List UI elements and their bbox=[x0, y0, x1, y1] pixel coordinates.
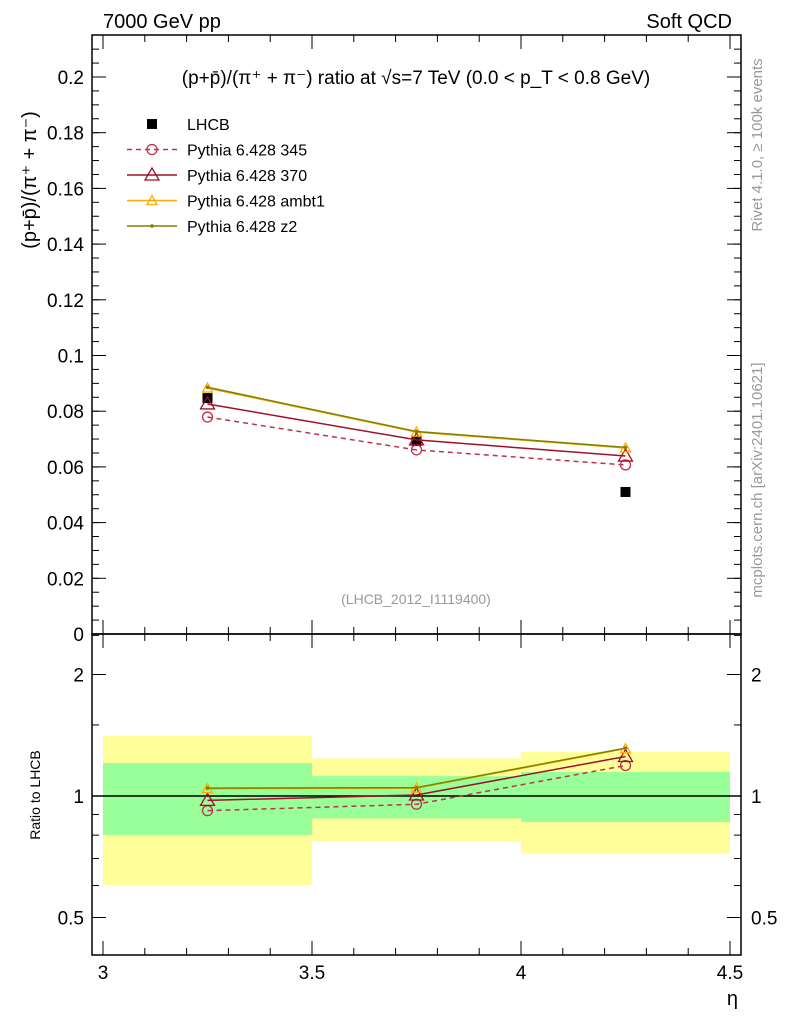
chart-title: (p+p̄)/(π⁺ + π⁻) ratio at √s=7 TeV (0.0 … bbox=[182, 68, 650, 89]
ratio-line-pythia-6-428-345 bbox=[207, 764, 626, 812]
data-point-pythia-6-428-370 bbox=[199, 395, 216, 410]
y-tick-label: 0.1 bbox=[58, 347, 84, 368]
x-tick-label: 3 bbox=[98, 963, 109, 984]
ratio-tick-label: 1 bbox=[73, 787, 84, 808]
legend-marker-pythia-6-428-345 bbox=[146, 143, 158, 156]
series-line-pythia-6-428-370 bbox=[207, 403, 626, 457]
data-point-pythia-6-428-345 bbox=[619, 459, 632, 471]
ratio-point-pythia-6-428-345 bbox=[410, 798, 423, 810]
x-axis-label: η bbox=[727, 988, 738, 1010]
legend-marker-pythia-6-428-ambt1 bbox=[145, 194, 159, 206]
ratio-tick-label-right: 1 bbox=[751, 787, 762, 808]
x-tick-label: 3.5 bbox=[299, 963, 325, 984]
y-tick-label: 0.06 bbox=[47, 458, 84, 479]
legend-label-lhcb: LHCB bbox=[187, 117, 230, 134]
data-point-pythia-6-428-z2 bbox=[623, 445, 628, 450]
ratio-point-pythia-6-428-345 bbox=[619, 759, 632, 772]
y-tick-label: 0.2 bbox=[58, 68, 84, 89]
header-left: 7000 GeV pp bbox=[103, 11, 221, 33]
data-point-lhcb bbox=[620, 486, 631, 497]
rivet-label: Rivet 4.1.0, ≥ 100k events bbox=[749, 58, 766, 231]
y-tick-label: 0.14 bbox=[47, 235, 84, 256]
legend-marker-pythia-6-428-370 bbox=[143, 166, 161, 181]
data-point-pythia-6-428-z2 bbox=[205, 385, 210, 390]
ratio-tick-label: 0.5 bbox=[58, 909, 84, 930]
data-point-pythia-6-428-370 bbox=[617, 447, 634, 462]
mcplots-label: mcplots.cern.ch [arXiv:2401.10621] bbox=[749, 362, 766, 597]
x-tick-label: 4 bbox=[516, 963, 527, 984]
y-tick-label: 0.02 bbox=[47, 569, 84, 590]
ratio-line-pythia-6-428-370 bbox=[207, 755, 626, 802]
y-axis-label: (p+p̄)/(π⁺ + π⁻) bbox=[19, 111, 41, 249]
ratio-point-pythia-6-428-370 bbox=[199, 792, 216, 807]
header-right: Soft QCD bbox=[646, 11, 732, 33]
data-point-pythia-6-428-z2 bbox=[414, 429, 419, 434]
ratio-point-pythia-6-428-370 bbox=[617, 748, 634, 763]
legend-label-pythia-6-428-z2: Pythia 6.428 z2 bbox=[187, 219, 297, 236]
legend-marker-pythia-6-428-z2 bbox=[150, 224, 154, 228]
ratio-point-pythia-6-428-370 bbox=[408, 786, 425, 801]
series-line-pythia-6-428-345 bbox=[207, 416, 626, 466]
ratio-point-pythia-6-428-z2 bbox=[623, 746, 628, 750]
ratio-tick-label-right: 0.5 bbox=[751, 909, 777, 930]
ratio-y-label: Ratio to LHCB bbox=[27, 750, 43, 839]
y-tick-label: 0.18 bbox=[47, 124, 84, 145]
ratio-point-pythia-6-428-z2 bbox=[414, 785, 419, 790]
data-point-pythia-6-428-345 bbox=[201, 411, 214, 423]
ratio-tick-label: 2 bbox=[73, 666, 84, 687]
data-point-pythia-6-428-370 bbox=[408, 431, 425, 446]
legend-label-pythia-6-428-345: Pythia 6.428 345 bbox=[187, 143, 307, 160]
ratio-tick-label-right: 2 bbox=[751, 666, 762, 687]
ratio-band-inner bbox=[521, 771, 730, 823]
y-tick-label: 0 bbox=[73, 625, 84, 646]
analysis-tag: (LHCB_2012_I1119400) bbox=[341, 591, 491, 607]
y-tick-label: 0.16 bbox=[47, 179, 84, 200]
data-point-lhcb bbox=[411, 435, 422, 446]
legend-label-pythia-6-428-370: Pythia 6.428 370 bbox=[187, 168, 307, 185]
legend-label-pythia-6-428-ambt1: Pythia 6.428 ambt1 bbox=[187, 194, 325, 211]
ratio-frame bbox=[91, 633, 742, 956]
y-tick-label: 0.08 bbox=[47, 402, 84, 423]
y-tick-label: 0.12 bbox=[47, 291, 84, 312]
y-tick-label: 0.04 bbox=[47, 514, 84, 535]
legend-marker-lhcb bbox=[147, 119, 157, 129]
x-tick-label: 4.5 bbox=[717, 963, 743, 984]
ratio-point-pythia-6-428-z2 bbox=[205, 786, 210, 790]
